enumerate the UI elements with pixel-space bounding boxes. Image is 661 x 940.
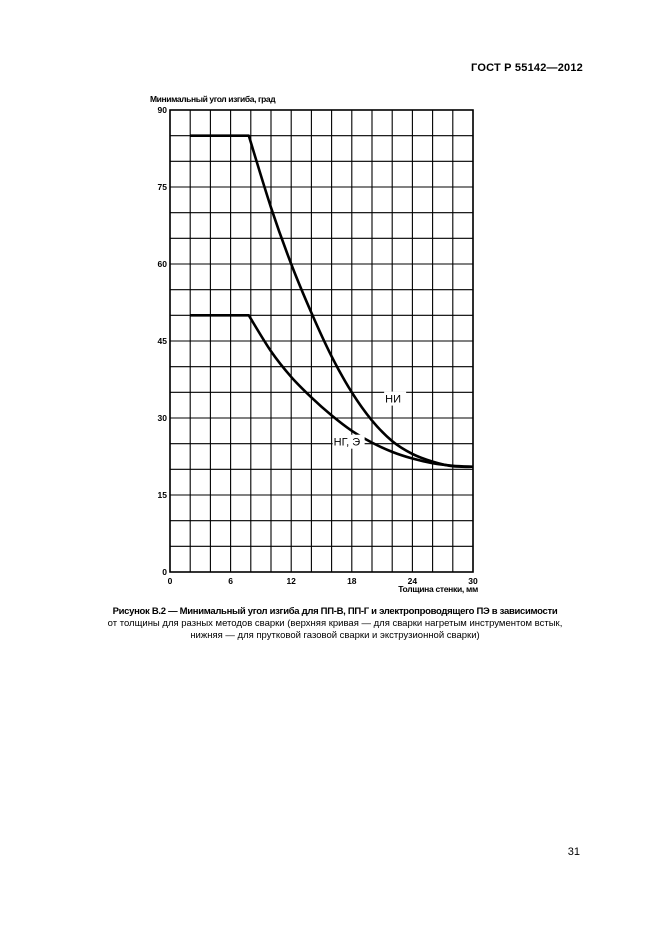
series-label-bg: [332, 434, 365, 449]
series-curve-upper: [190, 134, 474, 469]
plot-frame: [169, 109, 474, 573]
y-tick-label: 60: [158, 259, 168, 269]
figure-caption: Рисунок В.2 — Минимальный угол изгиба дл…: [40, 606, 630, 642]
series-label-bg: [384, 391, 407, 406]
x-tick-label: 6: [228, 576, 233, 586]
chart-ticks: 0 15 30 45 60 75 90 0 6 12 18 24 30: [158, 105, 478, 586]
series-label-lower: НГ, Э: [334, 437, 361, 449]
y-tick-label: 30: [158, 413, 168, 423]
chart-axes: [169, 109, 474, 573]
caption-title: Рисунок В.2 — Минимальный угол изгиба дл…: [112, 606, 558, 617]
y-tick-label: 15: [158, 490, 168, 500]
x-tick-label: 24: [408, 576, 418, 586]
chart-grid: [169, 109, 474, 573]
caption-line-2: от толщины для разных методов сварки (ве…: [107, 618, 563, 629]
page-number: 31: [567, 846, 580, 858]
x-tick-label: 0: [168, 576, 173, 586]
x-tick-label: 18: [347, 576, 357, 586]
series-labels: НИ НГ, Э: [332, 391, 407, 449]
y-tick-label: 75: [158, 182, 168, 192]
x-tick-label: 12: [286, 576, 296, 586]
y-axis-label: Минимальный угол изгиба, град: [150, 94, 276, 104]
y-tick-label: 45: [158, 336, 168, 346]
y-tick-label: 0: [162, 567, 167, 577]
document-standard-header: ГОСТ Р 55142—2012: [471, 62, 583, 74]
caption-line-3: нижняя — для прутковой газовой сварки и …: [190, 630, 480, 641]
x-axis-label: Толщина стенки, мм: [398, 584, 478, 594]
x-tick-label: 30: [468, 576, 478, 586]
series-label-upper: НИ: [385, 394, 401, 406]
y-tick-label: 90: [158, 105, 168, 115]
